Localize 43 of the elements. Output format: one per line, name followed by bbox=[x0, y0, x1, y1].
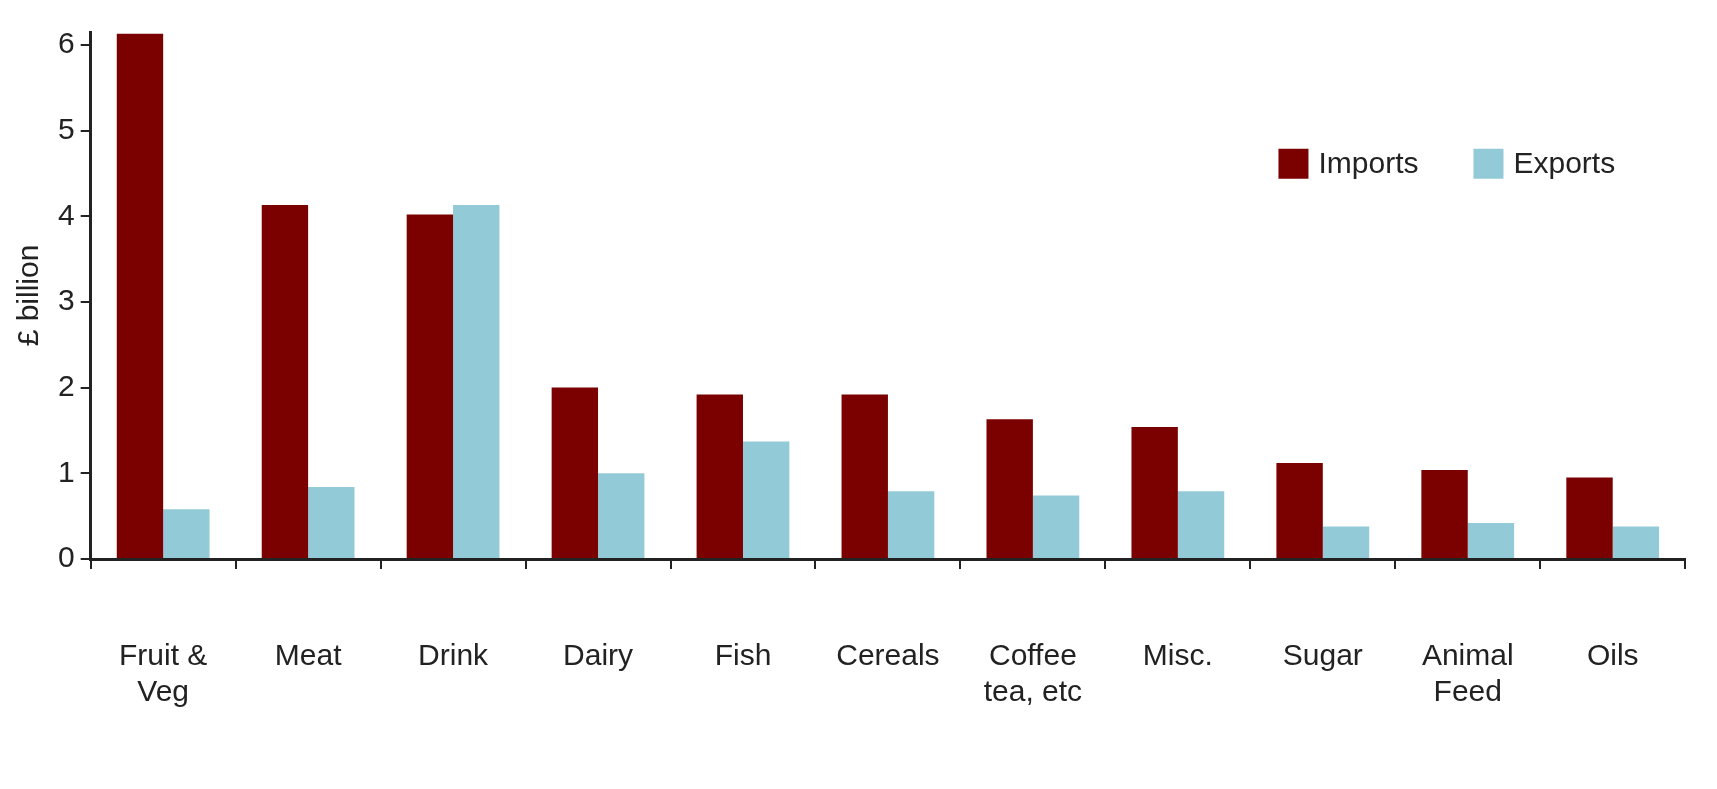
x-tick-label: Dairy bbox=[563, 638, 634, 672]
bar bbox=[1177, 491, 1225, 558]
bar bbox=[696, 394, 743, 558]
bar bbox=[406, 214, 454, 558]
bar bbox=[1612, 526, 1660, 558]
bar bbox=[116, 33, 164, 558]
bar bbox=[742, 441, 790, 558]
bar bbox=[887, 491, 935, 558]
y-tick-label: 1 bbox=[58, 454, 75, 488]
x-tick-label: Sugar bbox=[1282, 638, 1363, 672]
y-tick-label: 6 bbox=[58, 26, 75, 60]
bar bbox=[1276, 463, 1323, 558]
x-tick-label: Misc. bbox=[1142, 638, 1213, 672]
y-tick-label: 2 bbox=[58, 368, 75, 402]
x-tick-label: Animal Feed bbox=[1421, 638, 1514, 708]
bar bbox=[841, 394, 888, 558]
x-tick-label: Drink bbox=[418, 638, 490, 672]
y-tick-label: 3 bbox=[58, 283, 75, 317]
x-tick-label: Meat bbox=[274, 638, 343, 672]
bar bbox=[1467, 523, 1515, 558]
bar bbox=[1322, 526, 1370, 558]
bar bbox=[308, 487, 355, 558]
bar bbox=[598, 473, 645, 558]
y-tick-label: 0 bbox=[58, 540, 75, 574]
bar bbox=[1032, 495, 1080, 558]
x-tick-label: Oils bbox=[1586, 638, 1639, 672]
x-tick-label: Coffee tea, etc bbox=[983, 638, 1083, 708]
x-tick-label: Fish bbox=[714, 638, 772, 672]
bar bbox=[163, 509, 210, 558]
bar bbox=[986, 419, 1033, 558]
bar bbox=[261, 205, 309, 558]
bar bbox=[453, 205, 500, 558]
y-tick-label: 4 bbox=[58, 197, 75, 231]
y-tick-label: 5 bbox=[58, 111, 75, 145]
bar bbox=[1421, 469, 1468, 558]
legend-label: Exports bbox=[1513, 146, 1616, 180]
bar bbox=[1566, 477, 1613, 558]
bar bbox=[1131, 427, 1178, 558]
x-tick-label: Cereals bbox=[836, 638, 940, 672]
x-tick-label: Fruit & Veg bbox=[118, 638, 208, 708]
y-axis-title: £ billion bbox=[11, 244, 45, 347]
legend-label: Imports bbox=[1318, 146, 1419, 180]
bar bbox=[551, 387, 599, 558]
